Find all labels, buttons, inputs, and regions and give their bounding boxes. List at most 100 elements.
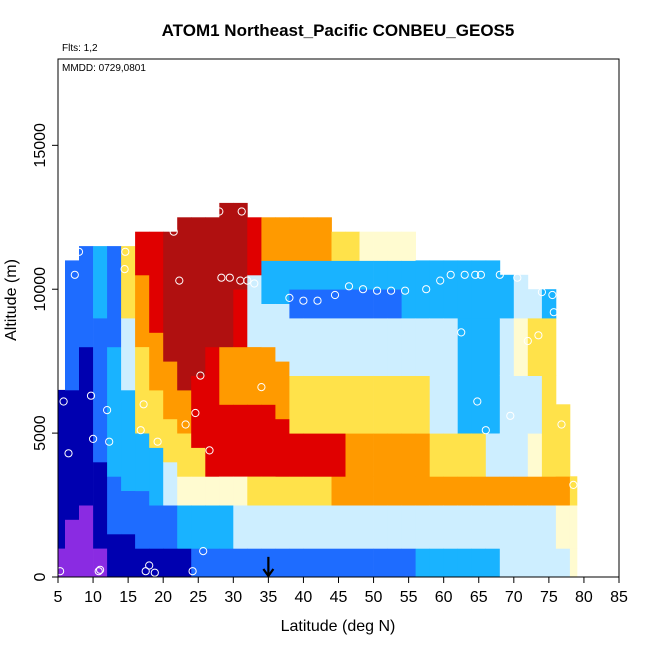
- observation-point: [136, 426, 145, 435]
- observation-point: [534, 331, 543, 340]
- observation-point: [401, 286, 410, 295]
- observation-point: [70, 270, 79, 279]
- heatmap-cell: [331, 318, 346, 376]
- heatmap-cell: [457, 548, 473, 577]
- observation-point: [495, 270, 504, 279]
- heatmap-cell: [331, 231, 346, 261]
- observation-point: [89, 434, 98, 443]
- heatmap-cell: [65, 519, 80, 577]
- x-tick-label: 45: [330, 589, 348, 606]
- heatmap-cell: [247, 404, 262, 477]
- observation-point: [96, 565, 105, 574]
- heatmap-cell: [429, 260, 445, 319]
- heatmap-cell: [387, 231, 402, 261]
- heatmap-cell: [317, 289, 332, 319]
- observation-point: [145, 561, 154, 570]
- heatmap-cell: [233, 404, 248, 477]
- heatmap-cell: [261, 346, 276, 405]
- x-tick-label: 40: [295, 589, 313, 606]
- heatmap-cell: [303, 505, 318, 549]
- heatmap-cell: [149, 389, 164, 448]
- heatmap-cell: [317, 260, 332, 290]
- heatmap-cell: [163, 231, 178, 362]
- heatmap-cell: [121, 246, 136, 319]
- heatmap-cell: [317, 375, 332, 434]
- heatmap-cell: [177, 389, 192, 434]
- observation-point: [387, 286, 396, 295]
- heatmap-cell: [443, 260, 459, 319]
- observation-point: [150, 568, 159, 577]
- heatmap-cell: [205, 548, 220, 577]
- heatmap-cell: [177, 433, 192, 477]
- heatmap-cell: [387, 433, 402, 477]
- heatmap-cell: [247, 476, 262, 506]
- observation-point: [299, 296, 308, 305]
- heatmap-cell: [415, 318, 430, 376]
- heatmap-cell: [415, 476, 430, 506]
- heatmap-cell: [415, 433, 430, 477]
- heatmap-cell: [205, 476, 220, 506]
- heatmap-cell: [121, 318, 136, 391]
- heatmap-cell: [331, 289, 346, 319]
- heatmap-cell: [233, 346, 248, 405]
- heatmap-cell: [247, 274, 262, 348]
- heatmap-cell: [121, 490, 136, 535]
- heatmap-cell: [345, 433, 360, 477]
- heatmap-cell: [93, 246, 108, 319]
- heatmap-cell: [177, 217, 192, 391]
- heatmap-cell: [429, 505, 445, 549]
- observation-point: [313, 296, 322, 305]
- observation-point: [471, 270, 480, 279]
- heatmap-cell: [79, 505, 94, 577]
- observation-point: [120, 265, 129, 274]
- heatmap-cell: [471, 260, 487, 319]
- heatmap-cell: [345, 375, 360, 434]
- heatmap-cell: [303, 433, 318, 477]
- heatmap-cell: [401, 476, 416, 506]
- heatmap-cell: [387, 476, 402, 506]
- heatmap-cell: [191, 505, 206, 549]
- heatmap-cell: [275, 260, 290, 304]
- heatmap-cell: [289, 476, 304, 506]
- heatmap-cell: [191, 476, 206, 506]
- heatmap-cell: [135, 274, 150, 348]
- observation-point: [103, 406, 112, 415]
- latitude-marker: [262, 556, 275, 578]
- heatmap-cell: [401, 289, 416, 319]
- observation-point: [446, 270, 455, 279]
- heatmap-cell: [317, 217, 332, 261]
- heatmap-cell: [429, 318, 445, 376]
- heatmap-cell: [359, 260, 374, 290]
- heatmap-cell: [205, 217, 220, 348]
- x-tick-label: 80: [575, 589, 593, 606]
- heatmap-cell: [261, 476, 276, 506]
- heatmap-cell: [429, 375, 445, 434]
- observation-point: [548, 290, 557, 300]
- y-tick-label: 10000: [32, 267, 49, 312]
- heatmap-cell: [527, 476, 543, 506]
- x-tick-label: 85: [610, 589, 628, 606]
- observation-point: [191, 408, 200, 418]
- observation-point: [153, 437, 162, 446]
- heatmap-cell: [401, 548, 416, 577]
- heatmap-cell: [149, 447, 164, 506]
- heatmap-cell: [541, 375, 557, 434]
- heatmap-cell: [191, 447, 206, 477]
- x-tick-label: 35: [259, 589, 277, 606]
- heatmap-cell: [219, 346, 234, 405]
- heatmap-cell: [345, 476, 360, 506]
- heatmap-cell: [429, 548, 445, 577]
- heatmap-cell: [387, 260, 402, 290]
- observation-point: [250, 279, 259, 288]
- heatmap-cell: [443, 318, 459, 376]
- observation-point: [549, 308, 558, 317]
- heatmap-cell: [107, 246, 122, 348]
- observation-point: [181, 420, 190, 429]
- heatmap-cell: [303, 217, 318, 261]
- heatmap-cell: [485, 548, 501, 577]
- heatmap-cell: [415, 375, 430, 434]
- heatmap-cell: [261, 505, 276, 549]
- observation-point: [513, 273, 522, 282]
- heatmap-cell: [317, 476, 332, 506]
- heatmap-cell: [247, 346, 262, 405]
